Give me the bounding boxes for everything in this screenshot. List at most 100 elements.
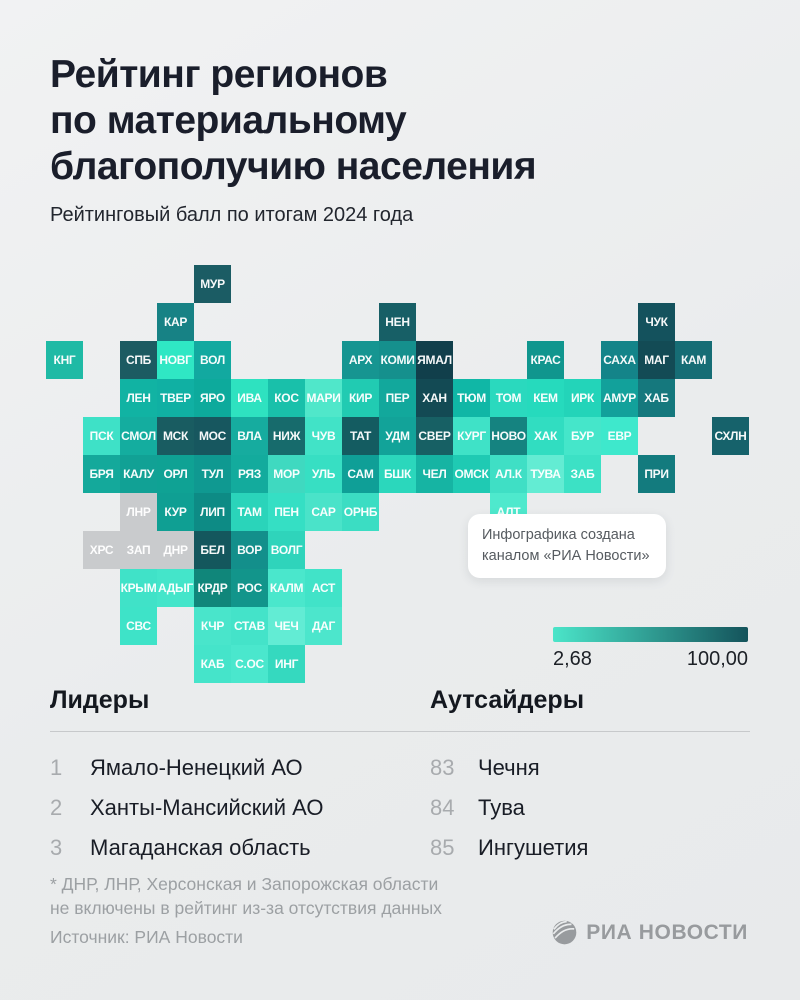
region-tile-ХАН: ХАН <box>416 379 453 417</box>
region-tile-ПЕН: ПЕН <box>268 493 305 531</box>
region-tile-ВОЛГ: ВОЛГ <box>268 531 305 569</box>
region-tile-СПБ: СПБ <box>120 341 157 379</box>
subtitle: Рейтинговый балл по итогам 2024 года <box>50 204 414 226</box>
rank-number: 3 <box>50 835 63 860</box>
region-tile-ИВА: ИВА <box>231 379 268 417</box>
region-tile-БШК: БШК <box>379 455 416 493</box>
region-tile-КОМИ: КОМИ <box>379 341 416 379</box>
outsiders-header: Аутсайдеры <box>430 686 585 714</box>
region-tile-ОМСК: ОМСК <box>453 455 490 493</box>
region-name: Ханты-Мансийский АО <box>90 795 324 820</box>
list-item: 2 Ханты-Мансийский АО <box>50 788 323 828</box>
region-tile-КРДР: КРДР <box>194 569 231 607</box>
region-tile-ДАГ: ДАГ <box>305 607 342 645</box>
region-tile-ХРС: ХРС <box>83 531 120 569</box>
region-tile-БЕЛ: БЕЛ <box>194 531 231 569</box>
region-tile-МАРИ: МАРИ <box>305 379 342 417</box>
region-tile-УДМ: УДМ <box>379 417 416 455</box>
rank-number: 85 <box>430 835 455 860</box>
region-tile-ХАК: ХАК <box>527 417 564 455</box>
region-tile-КЧР: КЧР <box>194 607 231 645</box>
region-tile-АЛ.К: АЛ.К <box>490 455 527 493</box>
region-tile-НОВГ: НОВГ <box>157 341 194 379</box>
region-tile-САМ: САМ <box>342 455 379 493</box>
region-name: Магаданская область <box>90 835 311 860</box>
region-tile-КИР: КИР <box>342 379 379 417</box>
region-tile-ИРК: ИРК <box>564 379 601 417</box>
tile-map: МУР КАР НЕН ЧУК КНГ СПБ НОВГ ВОЛ АРХ КОМИ ЯМАЛ КРАС… <box>46 265 750 683</box>
region-tile-ПСК: ПСК <box>83 417 120 455</box>
region-tile-ХАБ: ХАБ <box>638 379 675 417</box>
region-tile-ТАМ: ТАМ <box>231 493 268 531</box>
region-tile-АДЫГ: АДЫГ <box>157 569 194 607</box>
title-line-3: благополучию населения <box>50 145 537 188</box>
rank-number: 83 <box>430 755 455 780</box>
list-item: 85 Ингушетия <box>430 828 588 868</box>
region-tile-ПРИ: ПРИ <box>638 455 675 493</box>
region-tile-ЯРО: ЯРО <box>194 379 231 417</box>
region-tile-ТАТ: ТАТ <box>342 417 379 455</box>
region-tile-ЗАП: ЗАП <box>120 531 157 569</box>
legend-gradient <box>553 627 748 642</box>
region-tile-ЯМАЛ: ЯМАЛ <box>416 341 453 379</box>
legend-min-label: 2,68 <box>553 648 592 670</box>
region-tile-ЧУК: ЧУК <box>638 303 675 341</box>
source-label: Источник: РИА Новости <box>50 927 243 947</box>
region-tile-ЧУВ: ЧУВ <box>305 417 342 455</box>
credit-tooltip-line-1: Инфографика создана <box>482 527 635 543</box>
region-tile-САХА: САХА <box>601 341 638 379</box>
region-tile-АМУР: АМУР <box>601 379 638 417</box>
leaders-list: 1 Ямало-Ненецкий АО 2 Ханты-Мансийский АО 3 М… <box>50 748 323 868</box>
region-tile-ДНР: ДНР <box>157 531 194 569</box>
region-tile-ВОР: ВОР <box>231 531 268 569</box>
region-tile-ТОМ: ТОМ <box>490 379 527 417</box>
outsiders-list: 83 Чечня 84 Тува 85 Ингушетия <box>430 748 588 868</box>
region-tile-НОВО: НОВО <box>490 417 527 455</box>
region-tile-МОС: МОС <box>194 417 231 455</box>
region-tile-ЛЕН: ЛЕН <box>120 379 157 417</box>
ria-logo-text: РИА НОВОСТИ <box>586 920 748 944</box>
region-tile-ТУВА: ТУВА <box>527 455 564 493</box>
region-name: Чечня <box>478 755 540 780</box>
list-item: 3 Магаданская область <box>50 828 323 868</box>
region-tile-ЛИП: ЛИП <box>194 493 231 531</box>
region-tile-МСК: МСК <box>157 417 194 455</box>
credit-tooltip-line-2: каналом «РИА Новости» <box>482 548 650 564</box>
region-tile-КУРГ: КУРГ <box>453 417 490 455</box>
credit-tooltip: Инфографика создана каналом «РИА Новости… <box>468 514 666 578</box>
region-tile-ЧЕЛ: ЧЕЛ <box>416 455 453 493</box>
region-tile-ЛНР: ЛНР <box>120 493 157 531</box>
divider <box>50 731 750 732</box>
region-tile-ЕВР: ЕВР <box>601 417 638 455</box>
region-tile-АСТ: АСТ <box>305 569 342 607</box>
region-tile-НЕН: НЕН <box>379 303 416 341</box>
region-tile-НИЖ: НИЖ <box>268 417 305 455</box>
footnote-line-1: * ДНР, ЛНР, Херсонская и Запорожская обл… <box>50 874 439 894</box>
title-line-2: по материальному <box>50 99 407 142</box>
region-tile-ОРНБ: ОРНБ <box>342 493 379 531</box>
region-tile-ЧЕЧ: ЧЕЧ <box>268 607 305 645</box>
region-name: Тува <box>478 795 525 820</box>
title-line-1: Рейтинг регионов <box>50 53 388 96</box>
region-tile-СВЕР: СВЕР <box>416 417 453 455</box>
region-tile-РЯЗ: РЯЗ <box>231 455 268 493</box>
legend-max-label: 100,00 <box>686 648 748 670</box>
region-tile-КАЛМ: КАЛМ <box>268 569 305 607</box>
region-name: Ямало-Ненецкий АО <box>90 755 303 780</box>
region-tile-МУР: МУР <box>194 265 231 303</box>
region-tile-КНГ: КНГ <box>46 341 83 379</box>
region-tile-БРЯ: БРЯ <box>83 455 120 493</box>
list-item: 1 Ямало-Ненецкий АО <box>50 748 323 788</box>
region-tile-ТВЕР: ТВЕР <box>157 379 194 417</box>
region-tile-ВЛА: ВЛА <box>231 417 268 455</box>
region-tile-ОРЛ: ОРЛ <box>157 455 194 493</box>
region-tile-КОС: КОС <box>268 379 305 417</box>
region-tile-ТЮМ: ТЮМ <box>453 379 490 417</box>
region-tile-ЗАБ: ЗАБ <box>564 455 601 493</box>
region-tile-УЛЬ: УЛЬ <box>305 455 342 493</box>
globe-icon <box>552 920 577 945</box>
region-tile-ВОЛ: ВОЛ <box>194 341 231 379</box>
region-tile-САР: САР <box>305 493 342 531</box>
region-tile-СМОЛ: СМОЛ <box>120 417 157 455</box>
